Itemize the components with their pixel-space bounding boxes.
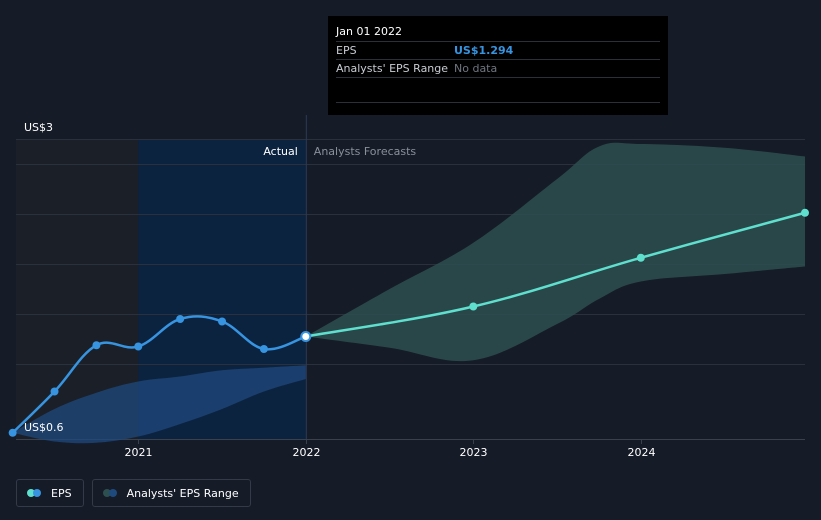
legend: EPS Analysts' EPS Range bbox=[16, 479, 251, 507]
eps-line bbox=[11, 315, 308, 434]
tooltip-date: Jan 01 2022 bbox=[336, 25, 402, 38]
highlight-point[interactable] bbox=[300, 331, 312, 342]
eps-point[interactable] bbox=[176, 315, 185, 323]
tooltip-eps-label: EPS bbox=[336, 44, 357, 57]
tooltip-spacer bbox=[336, 77, 660, 102]
x-tick-label: 2024 bbox=[628, 446, 656, 459]
tooltip-range-value: No data bbox=[454, 62, 498, 75]
eps-point[interactable] bbox=[259, 345, 268, 353]
legend-eps-label: EPS bbox=[51, 486, 72, 500]
eps-point[interactable] bbox=[92, 341, 101, 350]
x-tick-label: 2021 bbox=[125, 446, 153, 459]
y-axis-top-label: US$3 bbox=[24, 121, 53, 134]
eps-point[interactable] bbox=[218, 317, 227, 326]
legend-range-toggle[interactable]: Analysts' EPS Range bbox=[91, 479, 251, 507]
y-axis-bottom-label: US$0.6 bbox=[24, 421, 64, 434]
actual-region-label: Actual bbox=[263, 145, 297, 158]
forecast-point[interactable] bbox=[469, 302, 478, 311]
tooltip: Jan 01 2022 EPS US$1.294 Analysts' EPS R… bbox=[328, 16, 668, 115]
eps-forecast-line bbox=[304, 211, 807, 338]
tooltip-range-label: Analysts' EPS Range bbox=[336, 62, 449, 75]
eps-point[interactable] bbox=[134, 342, 143, 351]
tooltip-eps-value: US$1.294 bbox=[454, 44, 514, 57]
tooltip-eps-row: EPS US$1.294 bbox=[336, 41, 660, 59]
x-axis-ticks: 2021 2022 2023 2024 bbox=[125, 439, 656, 459]
forecast-range-band bbox=[305, 142, 805, 362]
x-tick-label: 2022 bbox=[293, 446, 321, 459]
forecast-point[interactable] bbox=[801, 208, 809, 217]
forecast-point[interactable] bbox=[636, 253, 645, 262]
legend-eps-toggle[interactable]: EPS bbox=[16, 479, 84, 507]
tooltip-range-row: Analysts' EPS Range No data bbox=[336, 59, 660, 77]
eps-legend-icon bbox=[27, 489, 43, 497]
x-tick-label: 2023 bbox=[460, 446, 488, 459]
forecast-region-label: Analysts Forecasts bbox=[314, 145, 417, 158]
eps-point[interactable] bbox=[50, 387, 59, 396]
tooltip-bottom-rule bbox=[336, 102, 660, 103]
forecast-points bbox=[469, 208, 809, 311]
eps-point[interactable] bbox=[8, 428, 17, 437]
legend-range-label: Analysts' EPS Range bbox=[126, 486, 239, 500]
past-range-band bbox=[12, 365, 306, 444]
range-legend-icon bbox=[102, 489, 119, 497]
